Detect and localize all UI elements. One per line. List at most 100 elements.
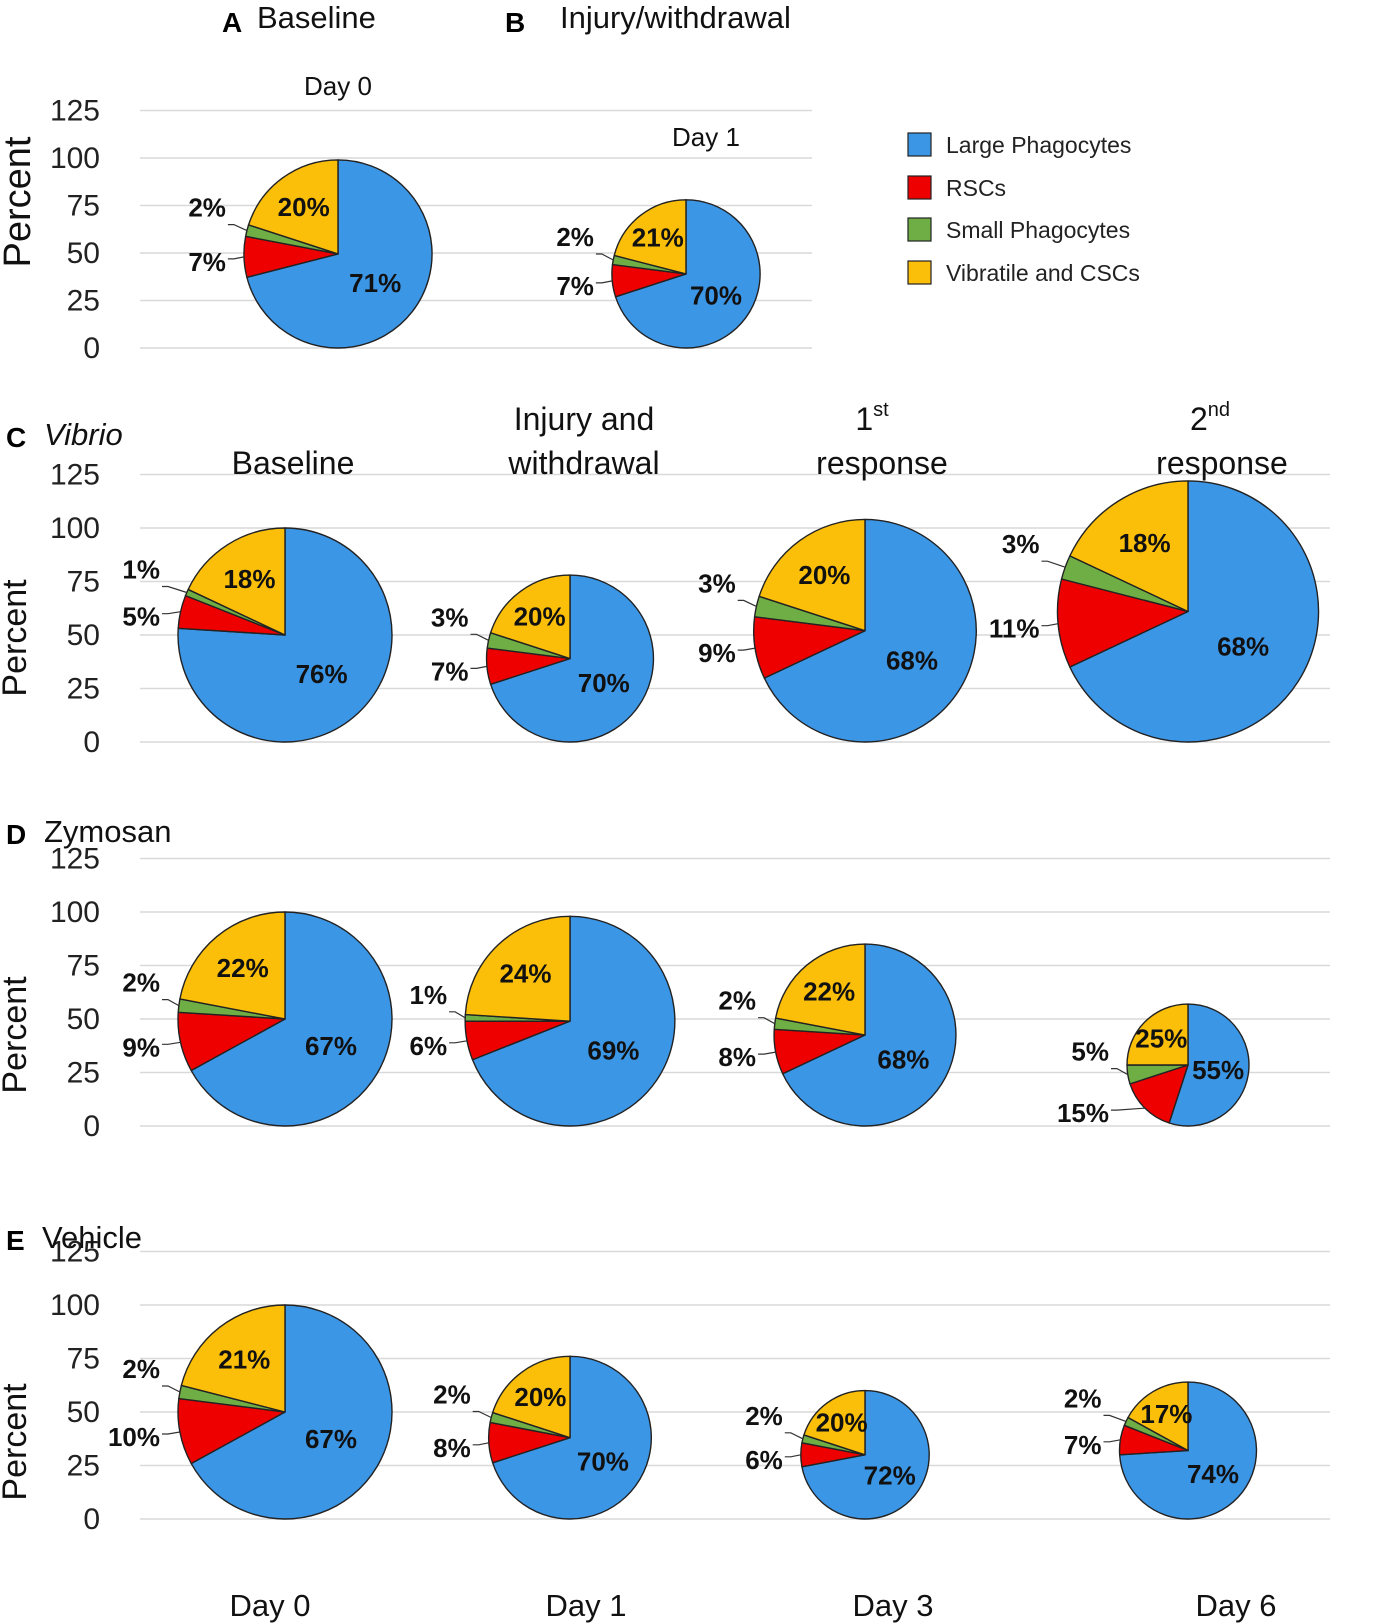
pie-d-day1-leader-small-phagocytes: [449, 1011, 466, 1019]
pie-d-day0-label-rscs: 9%: [122, 1032, 160, 1062]
pie-e-day3: 72% 20% 6% 2%: [745, 1389, 930, 1520]
pie-a-day0-slice-large-phagocytes: [246, 159, 433, 349]
panel-ab-ylabel: Percent: [0, 136, 39, 267]
panel-d-letter: D: [6, 819, 26, 850]
pie-d-day6: 55%25% 15% 5%: [1057, 1003, 1250, 1128]
x-label-day1: Day 1: [546, 1588, 627, 1623]
pie-e-day1-leader-small-phagocytes: [472, 1410, 492, 1419]
pie-e-day1: 70% 20% 8% 2%: [433, 1355, 653, 1520]
pie-d-day0-slice-large-phagocytes: [190, 911, 393, 1127]
y-tick-ab-50: 50: [67, 237, 100, 270]
pie-b-day1-leader-rscs: [595, 280, 613, 284]
legend-swatch-rscs: [907, 175, 932, 200]
pie-e-day1-slice-large-phagocytes: [491, 1355, 653, 1520]
pie-d-day1-label-large-phagocytes: 69%: [587, 1036, 639, 1066]
pie-a-day0-slice-vibratile-cscs: [247, 159, 339, 255]
panel-c-col4-title-line2: response: [1156, 445, 1288, 481]
pie-d-day3-label-small-phagocytes: 2%: [718, 986, 756, 1016]
panel-d-ylabel: Percent: [0, 976, 34, 1094]
pie-c-day0-label-vibratile-cscs: 18%: [223, 564, 275, 594]
pie-c-day3-slice-vibratile-cscs: [758, 518, 866, 632]
pie-e-day0-label-vibratile-cscs: 21%: [218, 1345, 270, 1375]
y-tick-e-25: 25: [67, 1450, 100, 1483]
pie-d-day0-leader-rscs: [162, 1041, 181, 1045]
legend-label-vibratile-cscs: Vibratile and CSCs: [946, 260, 1140, 286]
pie-c-day0-slice-large-phagocytes: [177, 527, 393, 743]
pie-c-day6: 68% 18% 11% 3%: [989, 480, 1320, 743]
pie-d-day3-label-rscs: 8%: [718, 1042, 756, 1072]
pie-e-day6-leader-rscs: [1103, 1439, 1121, 1443]
pie-c-day0-label-large-phagocytes: 76%: [296, 659, 348, 689]
y-tick-c-125: 125: [50, 459, 100, 492]
pie-d-day3-label-vibratile-cscs: 22%: [803, 977, 855, 1007]
panel-e-letter: E: [6, 1225, 25, 1256]
pie-e-day1-label-large-phagocytes: 70%: [577, 1447, 629, 1477]
legend-swatch-large-phagocytes: [907, 132, 932, 157]
pie-d-day0-slice-vibratile-cscs: [179, 911, 286, 1020]
panel-c-col4-title-line1: 2nd: [1190, 399, 1230, 437]
pie-e-day6-slice-vibratile-cscs: [1127, 1381, 1189, 1452]
pie-d-day0: 67% 22% 9% 2%: [122, 911, 393, 1127]
pie-c-day0: 76% 18% 5% 1%: [122, 527, 393, 743]
pie-a-day0-label-vibratile-cscs: 20%: [278, 192, 330, 222]
pie-c-day3-leader-small-phagocytes: [737, 599, 757, 607]
y-tick-ab-25: 25: [67, 285, 100, 318]
panel-c-col3-sup: st: [873, 399, 889, 421]
pie-e-day6-leader-small-phagocytes: [1103, 1414, 1127, 1422]
y-tick-e-50: 50: [67, 1396, 100, 1429]
pie-d-day6-label-rscs: 15%: [1057, 1098, 1109, 1128]
pie-c-day6-slice-vibratile-cscs: [1069, 480, 1189, 613]
panel-a-title: Baseline: [257, 0, 376, 35]
pie-d-day3-slice-large-phagocytes: [782, 943, 957, 1127]
pie-d-day6-slice-vibratile-cscs: [1126, 1003, 1189, 1066]
pie-c-day1-label-small-phagocytes: 3%: [431, 602, 469, 632]
panel-d-title: Zymosan: [44, 814, 171, 849]
pie-c-day1-slice-large-phagocytes: [489, 574, 655, 743]
pie-e-day3-slice-vibratile-cscs: [803, 1389, 866, 1456]
y-tick-c-25: 25: [67, 673, 100, 706]
pie-c-day1-leader-small-phagocytes: [470, 633, 489, 641]
pie-e-day6: 74% 17% 7% 2%: [1064, 1381, 1258, 1520]
pie-b-day1: 70%21% 7% 2%: [556, 199, 761, 349]
pie-d-day6-label-vibratile-cscs: 25%: [1135, 1023, 1187, 1053]
y-tick-d-50: 50: [67, 1003, 100, 1036]
pie-a-day0-label-rscs: 7%: [188, 247, 226, 277]
pie-a-day0-label-large-phagocytes: 71%: [349, 268, 401, 298]
pie-e-day0: 67% 21% 10% 2%: [108, 1304, 393, 1520]
panel-b-letter: B: [505, 7, 525, 38]
pie-a-day0-leader-rscs: [227, 256, 245, 260]
y-tick-e-0: 0: [83, 1503, 100, 1536]
pies: 71%20%7%2%70%21%7%2%76%18%5%1%70%20%7%3%…: [108, 159, 1320, 1520]
pie-e-day0-leader-rscs: [162, 1431, 180, 1435]
y-tick-d-0: 0: [83, 1110, 100, 1143]
x-label-day0: Day 0: [230, 1588, 311, 1623]
pie-c-day0-label-rscs: 5%: [122, 602, 160, 632]
pie-e-day6-label-vibratile-cscs: 17%: [1140, 1399, 1192, 1429]
pie-c-day1-slice-vibratile-cscs: [489, 574, 571, 660]
pie-c-day6-slice-rscs: [1056, 578, 1189, 668]
pie-e-day0-label-rscs: 10%: [108, 1422, 160, 1452]
pie-b-day1-label-rscs: 7%: [556, 271, 594, 301]
panel-c-col3-num: 1: [855, 401, 873, 437]
pie-c-day1-leader-rscs: [470, 665, 488, 670]
pie-d-day6-leader-small-phagocytes: [1111, 1067, 1129, 1076]
pie-d-day6-label-large-phagocytes: 55%: [1192, 1055, 1244, 1085]
panel-a-letter: A: [222, 7, 242, 38]
y-tick-e-125: 125: [50, 1236, 100, 1269]
pie-e-day3-leader-rscs: [784, 1454, 801, 1458]
panel-a-day: Day 0: [304, 71, 372, 101]
panel-c-col3-title-line2: response: [816, 445, 948, 481]
panel-e-axes: 0 25 50 75 100 125: [50, 1236, 1330, 1536]
pie-d-day3-leader-rscs: [758, 1051, 776, 1055]
pie-c-day6-leader-small-phagocytes: [1041, 560, 1066, 568]
pie-d-day6-slice-large-phagocytes: [1168, 1003, 1250, 1127]
legend-swatch-vibratile-cscs: [907, 260, 932, 285]
pie-d-day1: 69% 24% 6% 1%: [410, 915, 676, 1127]
pie-d-day0-label-vibratile-cscs: 22%: [217, 953, 269, 983]
pie-b-day1-label-small-phagocytes: 2%: [556, 222, 594, 252]
panel-b-title: Injury/withdrawal: [560, 0, 791, 35]
y-tick-c-100: 100: [50, 512, 100, 545]
pie-c-day0-leader-small-phagocytes: [162, 585, 187, 594]
pie-c-day1-label-vibratile-cscs: 20%: [514, 602, 566, 632]
panel-c-title: Vibrio: [44, 417, 123, 452]
